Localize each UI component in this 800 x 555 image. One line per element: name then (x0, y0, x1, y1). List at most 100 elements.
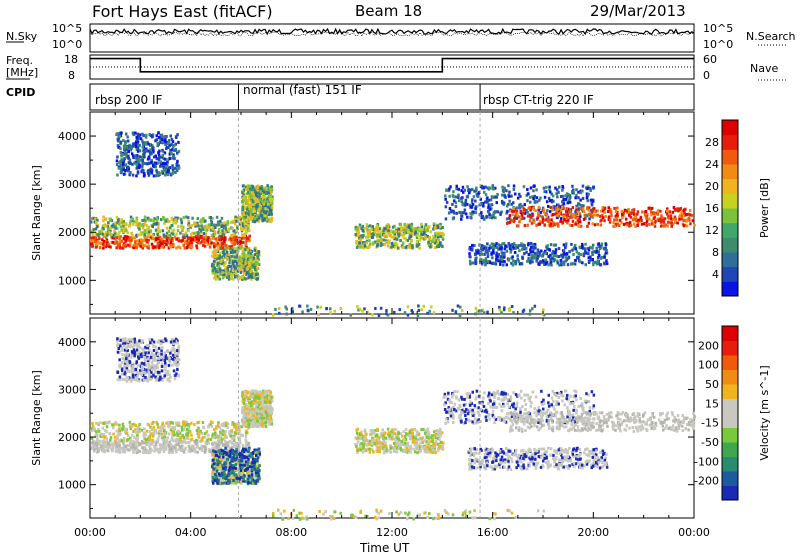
echo-cell (247, 187, 250, 190)
echo-cell (648, 207, 651, 210)
echo-cell (143, 432, 146, 435)
echo-cell (125, 152, 128, 155)
echo-cell (517, 197, 520, 200)
echo-cell (607, 210, 610, 213)
echo-cell (152, 147, 155, 150)
echo-cell (541, 221, 544, 224)
echo-cell (138, 222, 141, 225)
echo-cell (129, 171, 132, 174)
echo-cell (168, 167, 171, 170)
echo-cell (138, 166, 141, 169)
echo-cell (491, 195, 494, 198)
echo-cell (197, 224, 200, 227)
echo-cell (112, 426, 115, 429)
echo-cell (571, 190, 574, 193)
echo-cell (108, 421, 111, 424)
echo-cell (644, 210, 647, 213)
echo-cell (131, 425, 134, 428)
echo-cell (170, 135, 173, 138)
echo-cell (593, 250, 596, 253)
echo-cell (527, 257, 530, 260)
echo-cell (114, 222, 117, 225)
echo-cell (240, 271, 243, 274)
echo-cell (591, 202, 594, 205)
echo-cell (234, 247, 237, 250)
echo-cell (604, 211, 607, 214)
echo-cell (111, 449, 114, 452)
echo-cell (124, 240, 127, 243)
echo-cell (488, 213, 491, 216)
echo-cell (210, 216, 213, 219)
echo-cell (176, 152, 179, 155)
echo-cell (123, 237, 126, 240)
echo-cell (181, 239, 184, 242)
echo-cell (196, 246, 199, 249)
echo-cell (610, 211, 613, 214)
echo-cell (225, 444, 228, 447)
echo-cell (239, 441, 242, 444)
echo-cell (469, 260, 472, 263)
echo-cell (156, 138, 159, 141)
echo-cell (359, 308, 362, 311)
echo-cell (615, 210, 618, 213)
echo-cell (504, 196, 507, 199)
echo-cell (158, 448, 161, 451)
echo-cell (189, 431, 192, 434)
echo-cell (162, 154, 165, 157)
echo-cell (125, 229, 128, 232)
echo-cell (211, 234, 214, 237)
echo-cell (574, 259, 577, 262)
echo-cell (579, 260, 582, 263)
echo-cell (140, 238, 143, 241)
echo-cell (134, 132, 137, 135)
echo-cell (436, 225, 439, 228)
echo-cell (136, 449, 139, 452)
echo-cell (591, 209, 594, 212)
echo-cell (122, 442, 125, 445)
echo-cell (379, 231, 382, 234)
echo-cell (91, 245, 94, 248)
echo-cell (513, 185, 516, 188)
echo-cell (99, 421, 102, 424)
echo-cell (142, 441, 145, 444)
echo-cell (145, 150, 148, 153)
echo-cell (496, 193, 499, 196)
echo-cell (500, 311, 503, 314)
echo-cell (221, 423, 224, 426)
echo-cell (490, 251, 493, 254)
echo-cell (181, 429, 184, 432)
echo-cell (410, 229, 413, 232)
echo-cell (365, 236, 368, 239)
echo-cell (545, 218, 548, 221)
echo-cell (539, 260, 542, 263)
echo-cell (532, 246, 535, 249)
echo-cell (107, 447, 110, 450)
echo-cell (566, 207, 569, 210)
echo-cell (222, 233, 225, 236)
echo-cell (531, 307, 534, 310)
echo-cell (393, 311, 396, 314)
echo-cell (592, 261, 595, 264)
echo-cell (385, 241, 388, 244)
echo-cell (151, 234, 154, 237)
echo-cell (494, 216, 497, 219)
echo-cell (141, 163, 144, 166)
echo-cell (158, 245, 161, 248)
echo-cell (566, 252, 569, 255)
echo-cell (568, 211, 571, 214)
echo-cell (448, 212, 451, 215)
echo-cell (148, 231, 151, 234)
echo-cell (178, 448, 181, 451)
echo-cell (535, 224, 538, 227)
echo-cell (252, 203, 255, 206)
echo-cell (380, 239, 383, 242)
echo-cell (628, 214, 631, 217)
echo-cell (574, 263, 577, 266)
echo-cell (242, 252, 245, 255)
echo-cell (418, 309, 421, 312)
echo-cell (457, 196, 460, 199)
echo-cell (597, 223, 600, 226)
echo-cell (268, 213, 271, 216)
echo-cell (423, 305, 426, 308)
echo-cell (641, 210, 644, 213)
